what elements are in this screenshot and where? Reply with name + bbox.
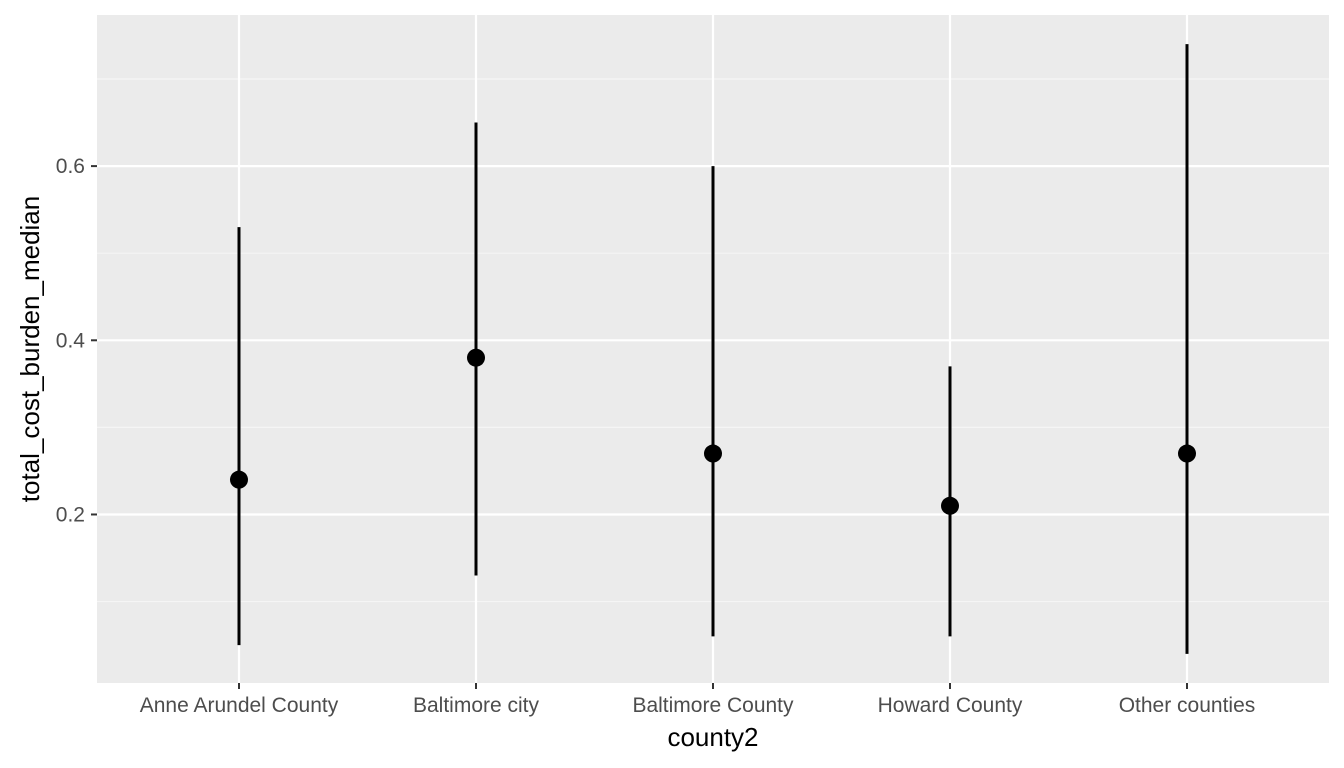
- median-point: [704, 444, 722, 463]
- x-axis-title: county2: [667, 722, 758, 752]
- median-point: [467, 348, 485, 367]
- x-tick-label: Anne Arundel County: [140, 694, 339, 717]
- median-point: [230, 470, 248, 489]
- median-point: [1178, 444, 1196, 463]
- tick-labels: 0.2 0.4 0.6 Anne Arundel County Baltimore ci…: [56, 155, 1255, 717]
- data-marks: [230, 44, 1196, 654]
- axis-ticks: [91, 165, 1188, 689]
- y-tick-label: 0.4: [56, 329, 86, 352]
- median-point: [941, 496, 959, 515]
- x-tick-label: Howard County: [878, 694, 1023, 717]
- x-tick-label: Baltimore city: [413, 694, 540, 717]
- x-tick-label: Other counties: [1119, 694, 1256, 717]
- y-tick-label: 0.2: [56, 503, 85, 526]
- y-axis-title: total_cost_burden_median: [15, 196, 45, 502]
- x-tick-label: Baltimore County: [632, 694, 794, 717]
- y-tick-label: 0.6: [56, 155, 85, 178]
